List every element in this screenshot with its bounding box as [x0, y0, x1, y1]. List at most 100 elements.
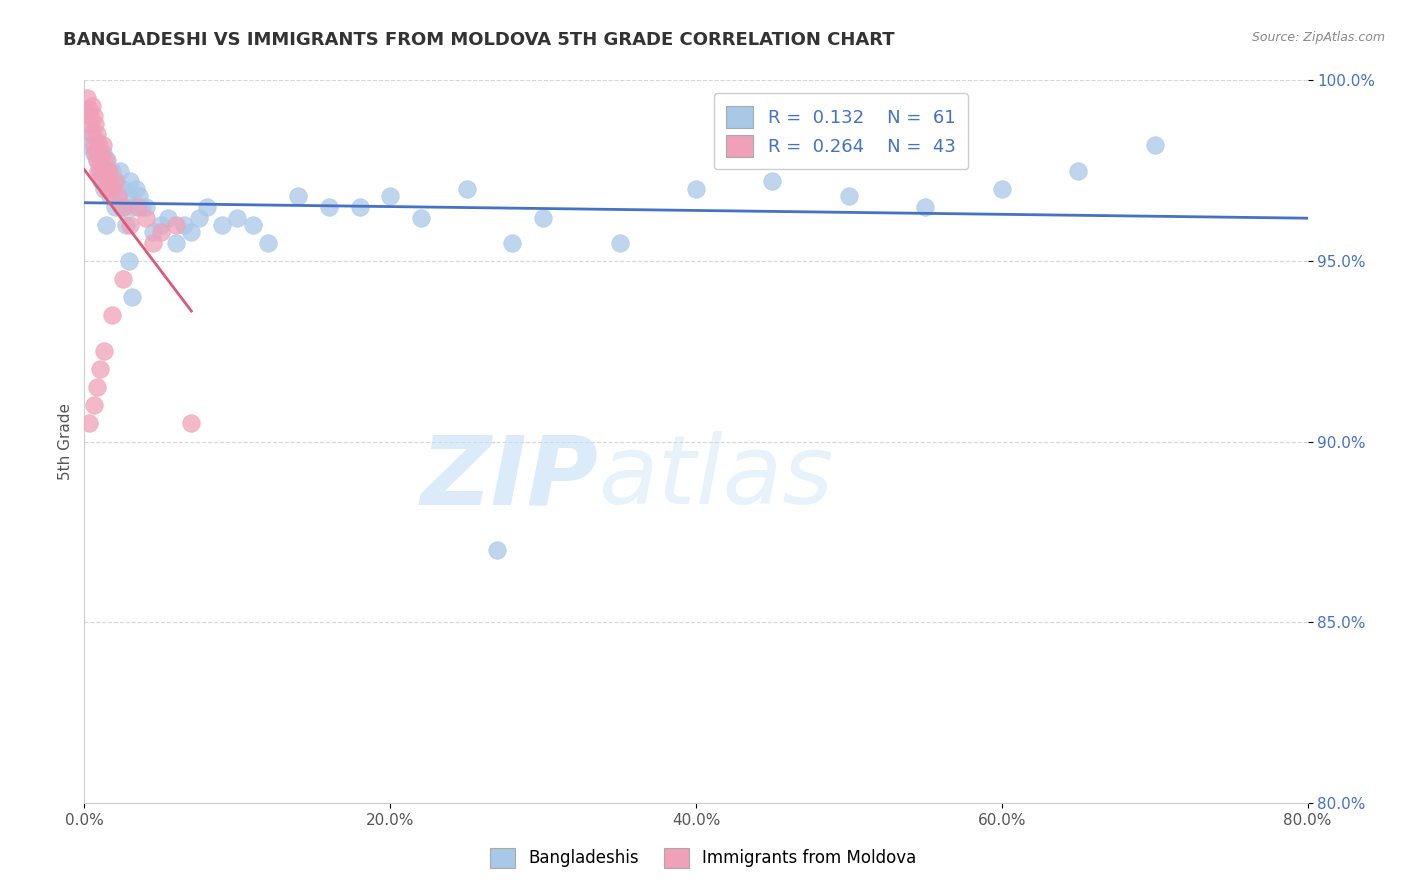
Point	[83, 145, 105, 160]
Point	[111, 200, 134, 214]
Point	[125, 181, 148, 195]
Point	[165, 235, 187, 250]
Point	[131, 200, 153, 214]
Point	[76, 91, 98, 105]
Point	[105, 174, 128, 188]
Point	[91, 138, 114, 153]
Point	[349, 200, 371, 214]
Point	[87, 163, 110, 178]
Point	[127, 200, 149, 214]
Point	[94, 218, 117, 232]
Text: BANGLADESHI VS IMMIGRANTS FROM MOLDOVA 5TH GRADE CORRELATION CHART: BANGLADESHI VS IMMIGRANTS FROM MOLDOVA 5…	[63, 31, 894, 49]
Point	[108, 163, 131, 178]
Point	[79, 109, 101, 123]
Point	[89, 163, 111, 178]
Point	[287, 189, 309, 203]
Point	[142, 225, 165, 239]
Point	[1067, 163, 1090, 178]
Point	[101, 163, 124, 178]
Legend: R =  0.132    N =  61, R =  0.264    N =  43: R = 0.132 N = 61, R = 0.264 N = 43	[714, 93, 969, 169]
Text: atlas: atlas	[598, 431, 834, 524]
Point	[101, 181, 124, 195]
Point	[97, 163, 120, 178]
Point	[89, 145, 111, 160]
Point	[86, 153, 108, 167]
Point	[195, 200, 218, 214]
Legend: Bangladeshis, Immigrants from Moldova: Bangladeshis, Immigrants from Moldova	[484, 841, 922, 875]
Point	[94, 153, 117, 167]
Point	[111, 181, 134, 195]
Point	[120, 218, 142, 232]
Point	[104, 200, 127, 214]
Point	[101, 308, 124, 322]
Point	[96, 163, 118, 178]
Point	[98, 174, 121, 188]
Point	[118, 254, 141, 268]
Point	[93, 344, 115, 359]
Point	[531, 211, 554, 225]
Point	[90, 153, 112, 167]
Point	[91, 174, 114, 188]
Point	[79, 117, 101, 131]
Point	[84, 117, 107, 131]
Point	[486, 543, 509, 558]
Point	[685, 181, 707, 195]
Point	[114, 218, 136, 232]
Point	[77, 417, 100, 431]
Point	[83, 399, 105, 413]
Point	[77, 102, 100, 116]
Point	[149, 218, 172, 232]
Point	[502, 235, 524, 250]
Point	[761, 174, 783, 188]
Point	[991, 181, 1014, 195]
Point	[93, 163, 115, 178]
Point	[157, 211, 180, 225]
Point	[115, 189, 138, 203]
Point	[83, 109, 105, 123]
Point	[318, 200, 340, 214]
Text: Source: ZipAtlas.com: Source: ZipAtlas.com	[1251, 31, 1385, 45]
Point	[107, 189, 129, 203]
Point	[86, 153, 108, 167]
Point	[380, 189, 402, 203]
Point	[86, 380, 108, 394]
Point	[914, 200, 936, 214]
Point	[135, 211, 157, 225]
Point	[89, 362, 111, 376]
Point	[89, 163, 111, 178]
Point	[80, 98, 103, 112]
Point	[188, 211, 211, 225]
Point	[87, 138, 110, 153]
Point	[1143, 138, 1166, 153]
Y-axis label: 5th Grade: 5th Grade	[58, 403, 73, 480]
Point	[609, 235, 631, 250]
Point	[142, 235, 165, 250]
Point	[456, 181, 478, 195]
Point	[87, 135, 110, 149]
Point	[838, 189, 860, 203]
Point	[112, 200, 135, 214]
Point	[165, 218, 187, 232]
Point	[211, 218, 233, 232]
Point	[80, 128, 103, 142]
Point	[135, 200, 157, 214]
Point	[103, 181, 125, 195]
Point	[98, 189, 121, 203]
Point	[180, 417, 202, 431]
Point	[409, 211, 432, 225]
Point	[83, 138, 105, 153]
Point	[226, 211, 249, 225]
Point	[90, 174, 112, 188]
Point	[96, 181, 118, 195]
Point	[111, 272, 134, 286]
Point	[173, 218, 195, 232]
Point	[242, 218, 264, 232]
Point	[80, 128, 103, 142]
Point	[110, 200, 132, 214]
Point	[128, 189, 150, 203]
Point	[104, 174, 127, 188]
Point	[86, 128, 108, 142]
Text: ZIP: ZIP	[420, 431, 598, 524]
Point	[257, 235, 280, 250]
Point	[121, 290, 143, 304]
